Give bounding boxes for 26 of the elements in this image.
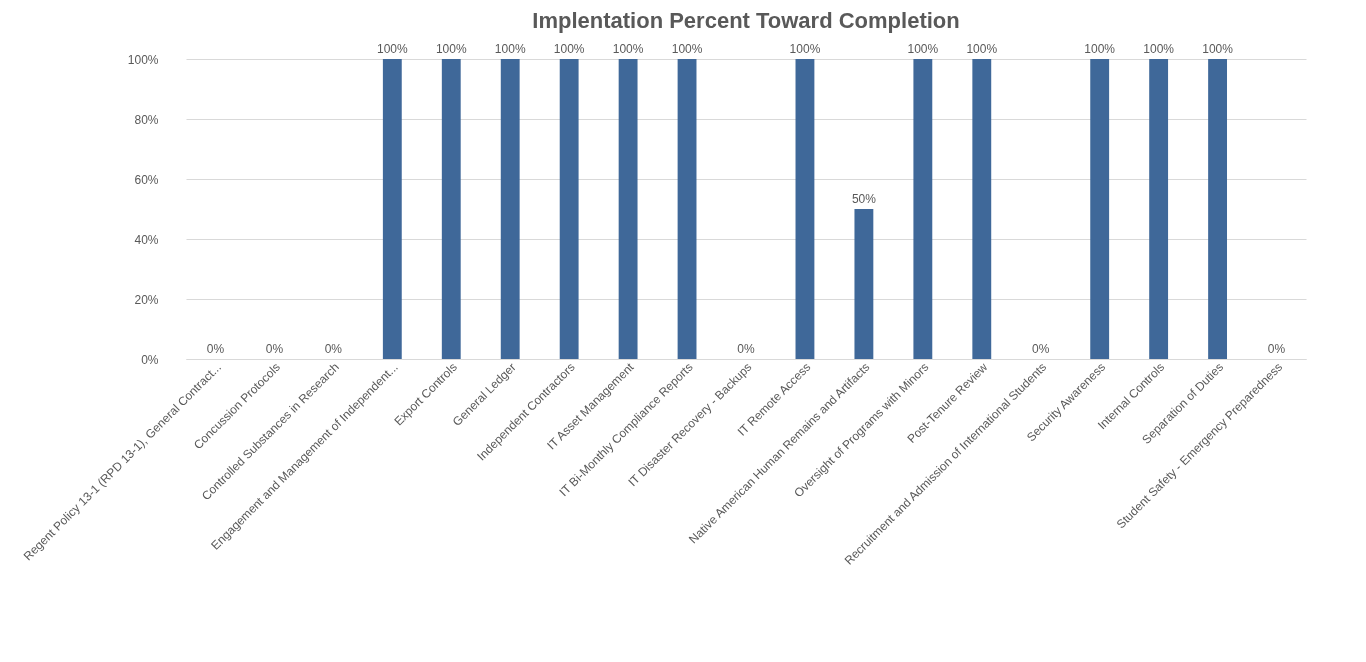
data-label: 0% [1267, 342, 1286, 356]
data-label: 100% [1202, 42, 1234, 56]
data-label: 100% [966, 42, 998, 56]
data-label: 0% [324, 342, 343, 356]
data-label: 0% [206, 342, 225, 356]
y-tick-label: 20% [134, 292, 159, 307]
data-label: 100% [612, 42, 644, 56]
data-label: 100% [553, 42, 585, 56]
data-label: 100% [671, 42, 703, 56]
data-label: 100% [907, 42, 939, 56]
y-tick-label: 100% [127, 52, 159, 67]
data-label: 100% [789, 42, 821, 56]
data-label: 50% [851, 192, 877, 206]
data-label: 100% [435, 42, 467, 56]
data-label: 100% [1084, 42, 1116, 56]
data-label: 100% [494, 42, 526, 56]
data-label: 0% [1032, 342, 1050, 356]
chart-title: Implentation Percent Toward Completion [532, 8, 960, 33]
data-label: 0% [265, 342, 284, 356]
y-tick-label: 60% [134, 172, 159, 187]
data-label: 100% [376, 42, 408, 56]
y-tick-label: 40% [134, 232, 159, 247]
y-tick-label: 0% [141, 352, 159, 367]
y-tick-label: 80% [134, 112, 159, 127]
data-label: 100% [1143, 42, 1175, 56]
data-label: 0% [737, 342, 755, 356]
